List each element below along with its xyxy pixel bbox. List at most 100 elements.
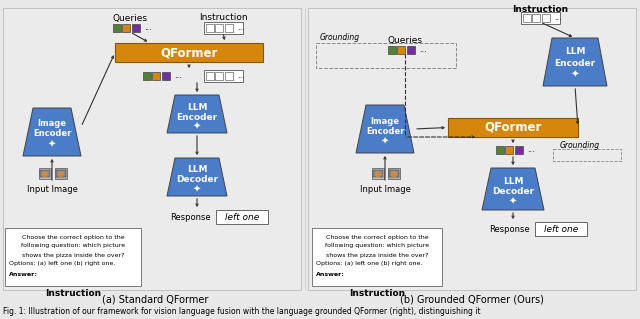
Text: following question: which picture: following question: which picture — [21, 243, 125, 249]
Bar — [553, 149, 621, 161]
Polygon shape — [23, 108, 81, 156]
Bar — [143, 72, 150, 80]
Bar — [215, 72, 223, 80]
Text: ...: ... — [554, 13, 562, 23]
Text: Encoder: Encoder — [366, 127, 404, 136]
Circle shape — [42, 172, 47, 176]
Bar — [225, 24, 232, 32]
Text: LLM: LLM — [564, 48, 585, 56]
Text: Input Image: Input Image — [360, 186, 410, 195]
Bar — [515, 146, 522, 154]
Bar — [387, 46, 396, 54]
Text: Image: Image — [38, 120, 67, 129]
Bar — [113, 24, 120, 32]
Text: left one: left one — [225, 212, 259, 221]
Polygon shape — [482, 168, 544, 210]
Text: ...: ... — [527, 145, 535, 154]
Bar — [56, 170, 66, 177]
Text: shows the pizza inside the over?: shows the pizza inside the over? — [22, 253, 124, 257]
Text: Encoder: Encoder — [33, 130, 71, 138]
Text: ✦: ✦ — [509, 197, 517, 207]
Text: Options: (a) left one (b) right one.: Options: (a) left one (b) right one. — [9, 262, 115, 266]
Text: Instruction: Instruction — [45, 288, 101, 298]
Bar — [316, 43, 456, 68]
Text: Instruction: Instruction — [349, 288, 405, 298]
Text: Decoder: Decoder — [176, 175, 218, 184]
Text: Options: (a) left one (b) right one.: Options: (a) left one (b) right one. — [316, 262, 422, 266]
Text: ✦: ✦ — [48, 140, 56, 150]
Bar — [3, 8, 301, 290]
Text: ...: ... — [237, 71, 245, 80]
Text: ✦: ✦ — [193, 122, 201, 132]
Bar — [152, 72, 160, 80]
Polygon shape — [167, 158, 227, 196]
Bar — [541, 14, 550, 22]
Text: ...: ... — [144, 24, 152, 33]
Text: left one: left one — [544, 225, 578, 234]
Text: Decoder: Decoder — [492, 188, 534, 197]
Text: LLM: LLM — [503, 176, 524, 186]
Bar — [205, 24, 214, 32]
Bar — [55, 168, 67, 179]
Bar — [495, 146, 504, 154]
Circle shape — [58, 172, 63, 176]
Text: Response: Response — [170, 212, 211, 221]
Text: ...: ... — [419, 46, 427, 55]
Bar — [520, 12, 559, 24]
Text: Choose the correct option to the: Choose the correct option to the — [22, 234, 124, 240]
Bar — [5, 228, 141, 286]
Text: ✦: ✦ — [571, 70, 579, 80]
Text: Answer:: Answer: — [9, 271, 38, 277]
Bar — [215, 24, 223, 32]
Text: QFormer: QFormer — [484, 121, 541, 134]
Text: Response: Response — [490, 225, 530, 234]
Text: Image: Image — [371, 116, 399, 125]
Text: Grounding: Grounding — [320, 33, 360, 42]
Text: Grounding: Grounding — [560, 140, 600, 150]
Bar — [312, 228, 442, 286]
Text: Queries: Queries — [387, 35, 422, 44]
Bar — [522, 14, 531, 22]
Bar — [308, 8, 636, 290]
Text: Queries: Queries — [113, 13, 147, 23]
Text: ✦: ✦ — [193, 185, 201, 195]
Text: LLM: LLM — [187, 166, 207, 174]
Bar — [39, 168, 51, 179]
Text: following question: which picture: following question: which picture — [325, 243, 429, 249]
Bar — [448, 118, 578, 137]
Bar — [388, 168, 400, 179]
Polygon shape — [356, 105, 414, 153]
Bar — [389, 170, 399, 177]
Bar — [115, 43, 263, 62]
Text: Encoder: Encoder — [554, 58, 596, 68]
Polygon shape — [543, 38, 607, 86]
Text: Instruction: Instruction — [512, 5, 568, 14]
Text: ...: ... — [237, 24, 245, 33]
Text: (b) Grounded QFormer (Ours): (b) Grounded QFormer (Ours) — [400, 295, 544, 305]
Text: LLM: LLM — [187, 102, 207, 112]
Text: Choose the correct option to the: Choose the correct option to the — [326, 234, 428, 240]
Text: Input Image: Input Image — [27, 186, 77, 195]
Bar — [216, 210, 268, 224]
Text: (a) Standard QFormer: (a) Standard QFormer — [102, 295, 208, 305]
Text: Fig. 1: Illustration of our framework for vision language fusion with the langua: Fig. 1: Illustration of our framework fo… — [3, 308, 481, 316]
Bar — [373, 170, 383, 177]
Text: Encoder: Encoder — [177, 113, 218, 122]
Bar — [535, 222, 587, 236]
Bar — [397, 46, 405, 54]
Bar — [372, 168, 384, 179]
Bar — [205, 72, 214, 80]
Polygon shape — [167, 95, 227, 133]
Bar — [204, 70, 243, 82]
Text: Answer:: Answer: — [316, 271, 345, 277]
Bar — [131, 24, 140, 32]
Bar — [406, 46, 415, 54]
Bar — [40, 170, 50, 177]
Text: ✦: ✦ — [381, 137, 389, 147]
Text: ...: ... — [174, 71, 182, 80]
Bar — [532, 14, 540, 22]
Bar — [161, 72, 170, 80]
Bar — [505, 146, 513, 154]
Text: QFormer: QFormer — [160, 46, 218, 59]
Bar — [204, 22, 243, 34]
